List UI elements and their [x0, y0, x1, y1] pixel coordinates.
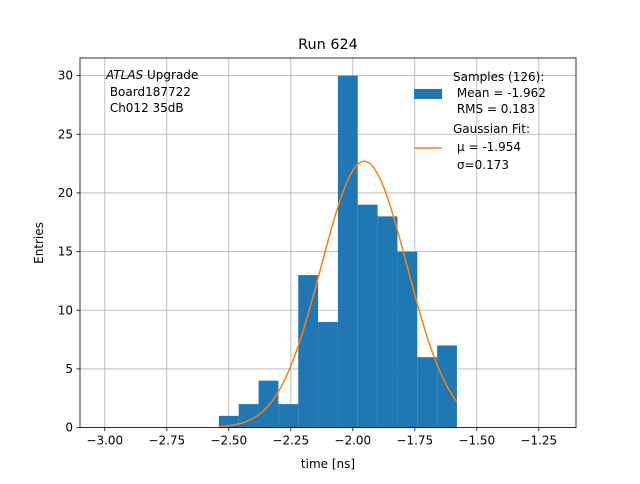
y-axis-label: Entries	[32, 222, 46, 264]
y-tick-label: 10	[58, 303, 73, 317]
histogram-bar	[278, 404, 299, 428]
histogram-bar	[417, 357, 438, 428]
histogram-bar	[258, 380, 279, 428]
x-tick-label: −3.00	[86, 434, 123, 448]
annotation-atlas: ATLAS	[105, 68, 144, 82]
y-tick-label: 30	[58, 69, 73, 83]
legend-samples-swatch	[414, 89, 442, 99]
legend-samples-title: Samples (126):	[453, 70, 544, 84]
legend-samples-rms: RMS = 0.183	[453, 102, 535, 116]
x-tick-label: −1.25	[520, 434, 557, 448]
histogram-bar	[318, 322, 338, 428]
gaussian-fit-curve	[218, 160, 458, 428]
x-tick-label: −2.00	[334, 434, 371, 448]
x-tick-label: −2.25	[272, 434, 309, 448]
histogram-bars	[218, 75, 457, 428]
histogram-bar	[357, 204, 378, 428]
histogram-bar	[337, 75, 358, 428]
annotation-board: Board187722	[106, 85, 191, 99]
histogram-bar	[397, 251, 418, 428]
y-axis-ticks: 0 5 10 15 20 25 30	[58, 69, 80, 435]
x-axis-label: time [ns]	[301, 457, 355, 471]
y-tick-label: 20	[58, 186, 73, 200]
y-tick-label: 25	[58, 127, 73, 141]
y-tick-label: 15	[58, 245, 73, 259]
annotation-channel: Ch012 35dB	[106, 101, 184, 115]
y-tick-label: 0	[65, 421, 73, 435]
atlas-annotation: ATLAS Upgrade Board187722 Ch012 35dB	[105, 68, 198, 115]
x-axis-ticks: −3.00 −2.75 −2.50 −2.25 −2.00 −1.75 −1.50 −1.25	[86, 427, 557, 448]
x-tick-label: −2.75	[148, 434, 185, 448]
chart-title: Run 624	[298, 37, 358, 53]
y-tick-label: 5	[65, 362, 73, 376]
histogram-bar	[377, 216, 398, 428]
x-tick-label: −1.75	[396, 434, 433, 448]
annotation-upgrade: Upgrade	[143, 68, 198, 82]
histogram-bar	[298, 275, 319, 428]
x-tick-label: −2.50	[210, 434, 247, 448]
histogram-bar	[218, 415, 239, 428]
legend-fit-mu: μ = -1.954	[457, 140, 521, 154]
legend-fit-title: Gaussian Fit:	[453, 122, 530, 136]
legend: Samples (126): Mean = -1.962 RMS = 0.183…	[414, 70, 546, 172]
histogram-bar	[238, 404, 259, 428]
annotation-line-1: ATLAS Upgrade	[105, 68, 198, 82]
legend-samples-mean: Mean = -1.962	[453, 86, 546, 100]
plot-frame	[79, 57, 577, 429]
x-tick-label: −1.50	[458, 434, 495, 448]
legend-fit-sigma: σ=0.173	[457, 158, 509, 172]
